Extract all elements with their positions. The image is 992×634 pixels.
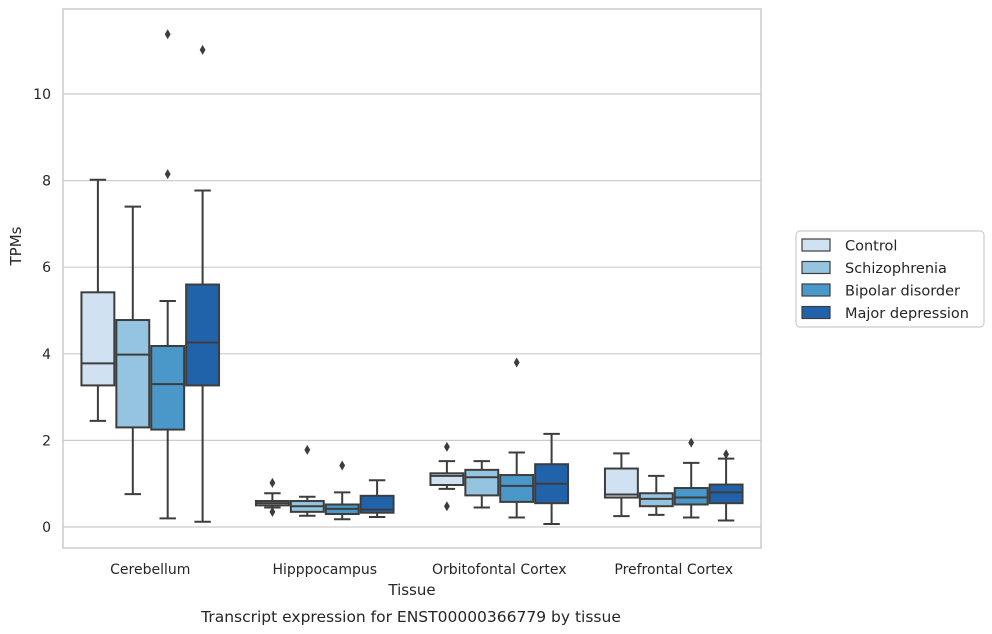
box-schizophrenia [638,474,674,516]
box-body [673,487,709,506]
box-bipolar-disorder [673,437,709,519]
box-body [150,345,186,431]
box-control [429,441,465,512]
box-body [464,468,500,497]
y-axis-ticks: 0 2 4 6 8 10 [33,87,51,536]
legend-entry: Schizophrenia [845,261,947,277]
box-schizophrenia [464,460,500,509]
legend-entry: Major depression [845,306,969,322]
box-body [359,494,395,514]
box-bipolar-disorder [150,29,186,520]
plot-frame [62,8,762,549]
legend-swatch [801,305,831,320]
box-control [603,452,639,518]
box-series [80,29,744,525]
y-tick-label: 10 [33,87,51,103]
y-axis-label: TPMs [7,226,25,266]
box-major-depression [359,479,395,519]
outlier-point [688,437,695,448]
legend-swatch [801,260,831,275]
legend-entry: Control [845,239,897,255]
outlier-point [723,449,730,460]
box-major-depression [185,44,221,523]
outlier-point [269,477,276,488]
y-tick-label: 2 [42,433,51,449]
legend-swatch [801,283,831,297]
box-bipolar-disorder [324,460,360,521]
outlier-point [304,444,311,455]
outlier-point [269,506,276,517]
box-bipolar-disorder [499,357,535,519]
x-tick-label: Cerebellum [110,562,190,578]
box-major-depression [708,449,744,522]
box-control [80,178,116,422]
legend-entry: Bipolar disorder [845,284,960,300]
box-body [708,483,744,505]
outlier-point [443,501,450,512]
outlier-point [443,441,450,452]
box-major-depression [534,432,570,525]
box-body [80,291,116,387]
chart-caption: Transcript expression for ENST0000036677… [200,608,621,626]
box-control [254,477,290,517]
x-axis-label: Tissue [387,581,435,599]
y-tick-label: 4 [42,347,51,363]
legend-swatch [801,238,831,252]
x-tick-label: Prefrontal Cortex [614,562,733,578]
y-tick-label: 8 [42,174,51,190]
outlier-point [339,460,346,471]
outlier-point [164,29,171,40]
box-body [185,283,221,387]
x-tick-label: Orbitofontal Cortex [432,562,567,578]
box-schizophrenia [289,444,325,517]
x-tick-label: Hipppocampus [272,562,377,578]
box-body [429,472,465,486]
y-tick-label: 0 [42,520,51,536]
box-body [499,474,535,503]
box-body [603,467,639,499]
outlier-point [199,44,206,55]
y-tick-label: 6 [42,260,51,276]
x-axis-ticks: Cerebellum Hipppocampus Orbitofontal Corte… [110,562,733,578]
outlier-point [513,357,520,368]
legend: Control Schizophrenia Bipolar disorder Majo… [795,230,985,328]
box-schizophrenia [115,205,151,496]
outlier-point [164,169,171,180]
box-body [115,319,151,429]
legend-frame [795,230,985,328]
